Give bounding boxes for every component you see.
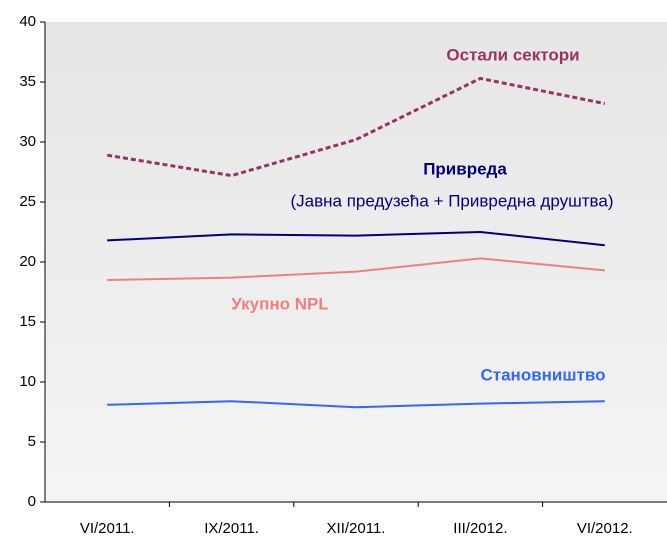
y-tick-label: 40 [19,13,36,30]
series-label: Привреда [423,159,507,178]
series-line [106,76,606,178]
y-tick-label: 20 [19,253,36,270]
series-line [107,230,605,247]
x-tick-label: VI/2011. [80,520,135,537]
x-tick-label: III/2012. [453,520,507,537]
x-tick-label: VI/2012. [577,520,633,537]
y-tick-label: 25 [19,193,36,210]
y-tick-label: 5 [28,433,36,450]
y-tick-label: 30 [19,133,36,150]
y-tick-label: 35 [19,73,36,90]
y-tick-label: 15 [19,313,36,330]
series-line [107,400,605,409]
y-tick-label: 10 [19,373,36,390]
x-tick-label: XII/2011. [327,520,386,537]
x-tick-label: IX/2011. [204,520,259,537]
series-label: Становништво [481,365,606,384]
y-tick-label: 0 [28,493,36,510]
series-label: Укупно NPL [231,294,329,313]
annotation: (Јавна предузећа + Привредна друштва) [291,191,614,210]
plot-area [45,22,667,502]
series-label: Остали сектори [446,45,579,64]
series-line [107,257,605,281]
